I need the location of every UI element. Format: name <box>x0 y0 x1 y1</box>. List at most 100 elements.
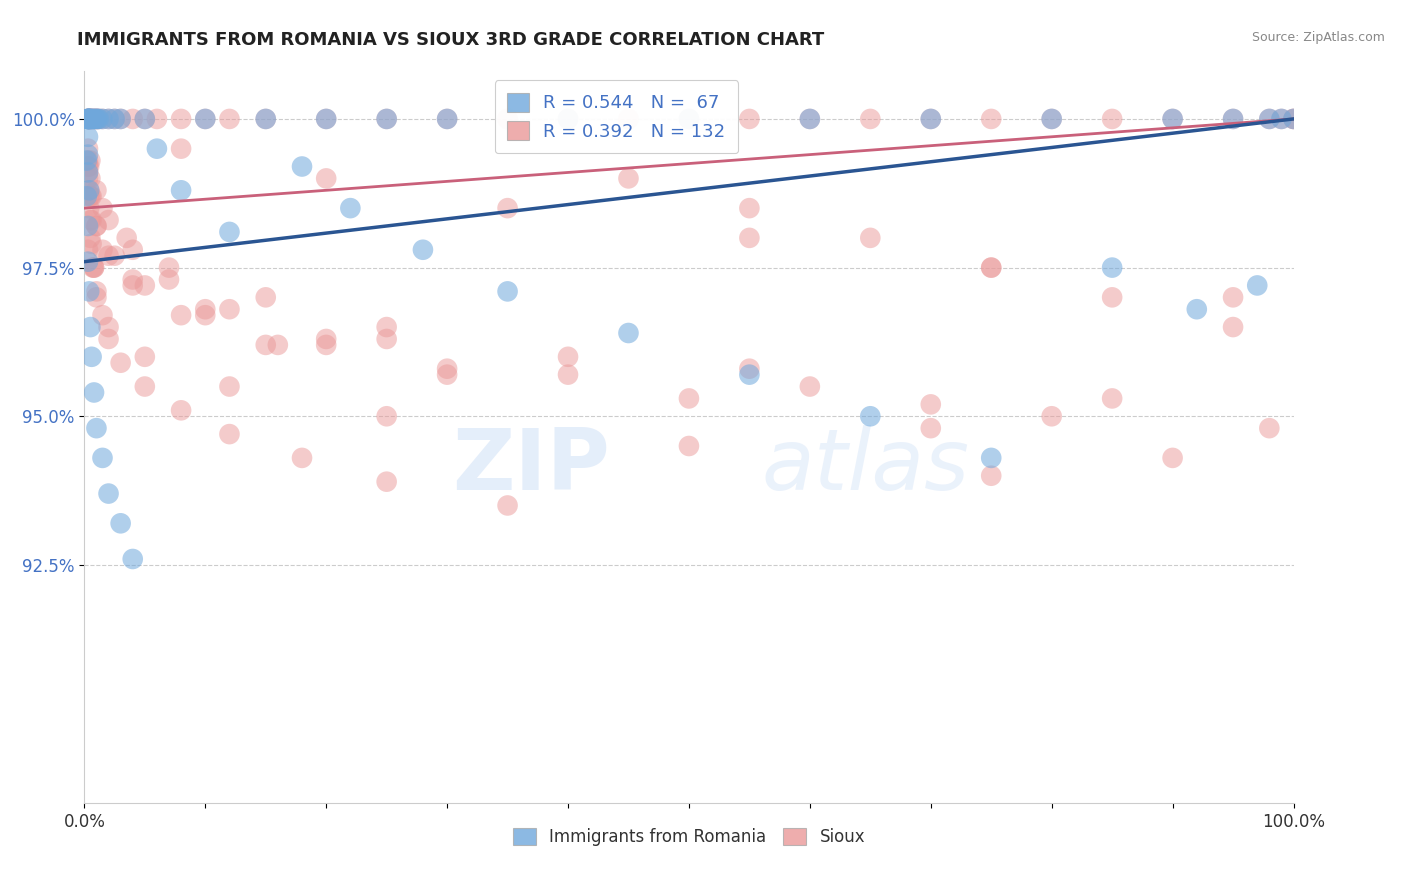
Point <box>157 272 180 286</box>
Point <box>134 379 156 393</box>
Point <box>77 243 100 257</box>
Point <box>77 285 100 299</box>
Point <box>254 338 277 352</box>
Point <box>77 112 100 126</box>
Point <box>1101 392 1123 406</box>
Point <box>97 249 120 263</box>
Point <box>97 213 120 227</box>
Point <box>218 379 240 393</box>
Text: Source: ZipAtlas.com: Source: ZipAtlas.com <box>1251 31 1385 45</box>
Point <box>77 254 100 268</box>
Point <box>83 260 105 275</box>
Point <box>77 112 100 126</box>
Point <box>82 112 104 126</box>
Point <box>79 320 101 334</box>
Point <box>315 332 337 346</box>
Point <box>218 427 240 442</box>
Point <box>617 171 640 186</box>
Point <box>97 486 120 500</box>
Point <box>375 112 398 126</box>
Point <box>291 160 314 174</box>
Text: ZIP: ZIP <box>453 425 610 508</box>
Point <box>80 350 103 364</box>
Point <box>412 243 434 257</box>
Point <box>980 260 1002 275</box>
Point <box>920 112 942 126</box>
Point <box>77 112 100 126</box>
Point <box>134 112 156 126</box>
Point <box>110 112 132 126</box>
Point <box>859 409 882 424</box>
Point <box>80 112 103 126</box>
Point <box>339 201 361 215</box>
Point <box>84 112 107 126</box>
Point <box>1040 409 1063 424</box>
Point <box>254 112 277 126</box>
Point <box>121 272 143 286</box>
Point <box>218 112 240 126</box>
Point <box>77 112 100 126</box>
Point <box>678 439 700 453</box>
Point <box>121 278 143 293</box>
Point <box>738 231 761 245</box>
Point <box>83 112 105 126</box>
Point <box>1270 112 1292 126</box>
Point <box>1101 260 1123 275</box>
Point <box>77 142 100 156</box>
Point <box>76 189 98 203</box>
Point <box>77 112 100 126</box>
Point <box>91 112 114 126</box>
Point <box>194 112 217 126</box>
Point <box>617 326 640 340</box>
Point <box>104 112 127 126</box>
Point <box>110 516 132 531</box>
Point <box>82 112 104 126</box>
Point <box>1161 112 1184 126</box>
Point <box>77 189 100 203</box>
Point <box>557 112 579 126</box>
Point <box>738 201 761 215</box>
Point <box>980 260 1002 275</box>
Point <box>1270 112 1292 126</box>
Point <box>375 320 398 334</box>
Point <box>134 112 156 126</box>
Point <box>170 142 193 156</box>
Point <box>83 385 105 400</box>
Point <box>375 112 398 126</box>
Point <box>1101 290 1123 304</box>
Point <box>254 112 277 126</box>
Point <box>80 236 103 251</box>
Point <box>77 201 100 215</box>
Point <box>920 421 942 435</box>
Point <box>315 112 337 126</box>
Point <box>86 219 108 233</box>
Point <box>77 160 100 174</box>
Point <box>86 112 108 126</box>
Point <box>110 112 132 126</box>
Point <box>267 338 290 352</box>
Point <box>77 153 100 168</box>
Point <box>80 189 103 203</box>
Point <box>86 290 108 304</box>
Point <box>77 112 100 126</box>
Point <box>738 361 761 376</box>
Point <box>218 302 240 317</box>
Point <box>1282 112 1305 126</box>
Point <box>134 278 156 293</box>
Point <box>1161 112 1184 126</box>
Point <box>920 397 942 411</box>
Point <box>375 475 398 489</box>
Point <box>799 112 821 126</box>
Point <box>121 243 143 257</box>
Point <box>1258 421 1281 435</box>
Point <box>496 285 519 299</box>
Point <box>76 153 98 168</box>
Point <box>121 552 143 566</box>
Point <box>315 171 337 186</box>
Point <box>86 285 108 299</box>
Point <box>678 112 700 126</box>
Point <box>291 450 314 465</box>
Point <box>557 350 579 364</box>
Point <box>86 219 108 233</box>
Point <box>77 219 100 233</box>
